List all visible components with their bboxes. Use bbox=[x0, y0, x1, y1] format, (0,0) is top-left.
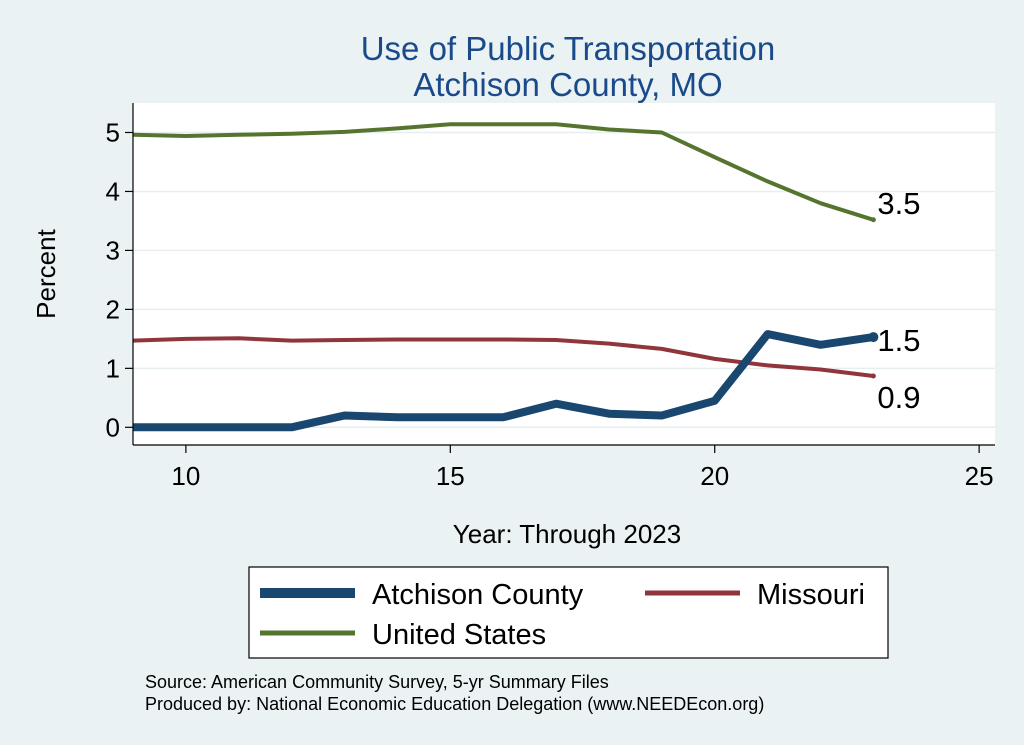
series-line-united-states bbox=[132, 122, 874, 222]
end-label-atchison-county: 1.5 bbox=[877, 323, 920, 358]
chart-title-line-1: Use of Public Transportation bbox=[361, 30, 776, 67]
chart-title-line-2: Atchison County, MO bbox=[413, 66, 722, 103]
y-axis-ticks: 0 1 2 3 4 5 bbox=[106, 117, 133, 442]
x-tick-label-15: 15 bbox=[436, 461, 465, 491]
series-line-missouri bbox=[132, 336, 874, 378]
x-tick-label-10: 10 bbox=[171, 461, 200, 491]
legend-label-missouri: Missouri bbox=[757, 579, 865, 611]
y-tick-label-2: 2 bbox=[106, 294, 120, 324]
end-point-atchison-county bbox=[868, 332, 879, 343]
legend bbox=[248, 566, 889, 659]
producer-note: Produced by: National Economic Education… bbox=[145, 694, 764, 714]
legend-label-atchison-county: Atchison County bbox=[372, 579, 584, 611]
plot-area bbox=[133, 103, 995, 445]
end-point-united-states bbox=[870, 217, 876, 223]
x-tick-label-25: 25 bbox=[965, 461, 994, 491]
x-tick-label-20: 20 bbox=[700, 461, 729, 491]
source-note: Source: American Community Survey, 5-yr … bbox=[145, 672, 609, 692]
end-point-missouri bbox=[870, 373, 876, 379]
y-tick-label-0: 0 bbox=[106, 412, 120, 442]
y-axis-title: Percent bbox=[31, 228, 61, 318]
y-tick-label-5: 5 bbox=[106, 117, 120, 147]
legend-label-united-states: United States bbox=[372, 619, 546, 651]
y-tick-label-4: 4 bbox=[106, 176, 120, 206]
end-label-united-states: 3.5 bbox=[877, 186, 920, 221]
series-lines bbox=[132, 122, 874, 432]
series-line-atchison-county bbox=[133, 330, 874, 432]
y-tick-label-1: 1 bbox=[106, 353, 120, 383]
end-labels: 1.5 0.9 3.5 bbox=[868, 186, 920, 415]
x-axis-ticks: 10 15 20 25 bbox=[171, 445, 994, 491]
end-label-missouri: 0.9 bbox=[877, 380, 920, 415]
y-tick-label-3: 3 bbox=[106, 235, 120, 265]
x-axis-title: Year: Through 2023 bbox=[453, 519, 681, 549]
